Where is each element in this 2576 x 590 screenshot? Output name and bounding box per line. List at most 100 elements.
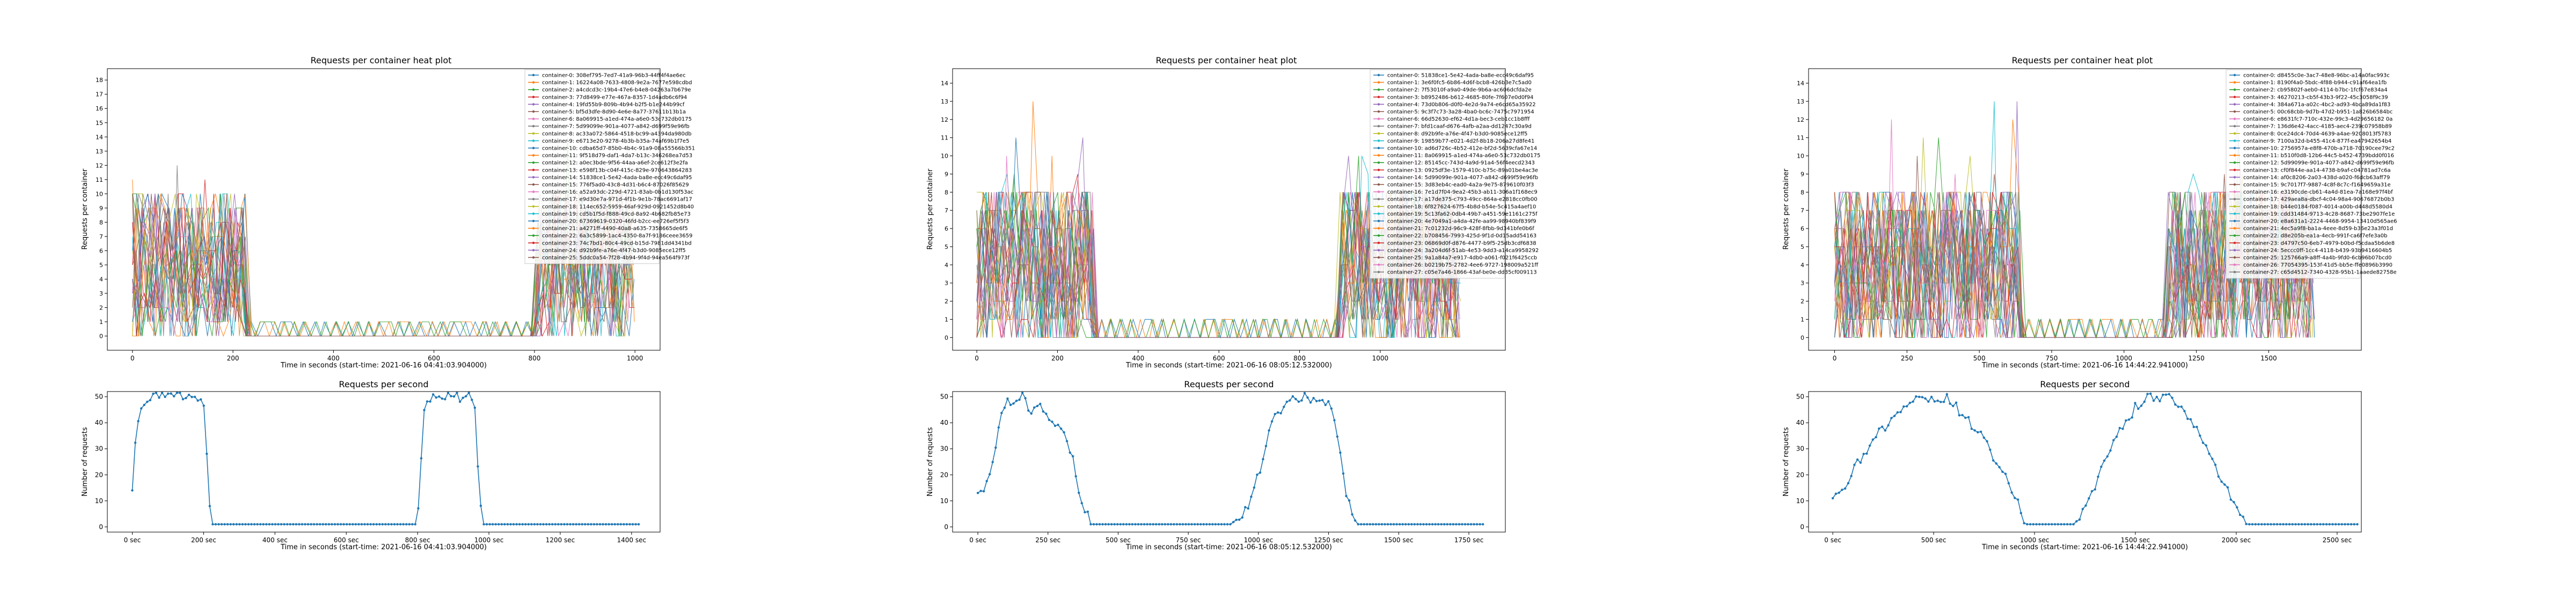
- requests-point: [1051, 421, 1053, 423]
- requests-point: [2084, 504, 2087, 507]
- requests-point: [304, 523, 306, 526]
- y-tick-label: 13: [96, 148, 103, 155]
- requests-point: [2137, 407, 2140, 410]
- requests-line: [977, 392, 1483, 525]
- requests-point: [1190, 523, 1193, 526]
- requests-point: [2038, 523, 2041, 526]
- heatmap-panel-1: Requests per container heat plot 0123456…: [81, 55, 695, 370]
- requests-point: [2081, 507, 2084, 511]
- requests-point: [1306, 396, 1309, 399]
- requests-point: [431, 393, 435, 396]
- requests-point: [331, 523, 333, 526]
- requests-point: [1264, 445, 1268, 447]
- requests-point: [1042, 410, 1044, 413]
- legend-marker: [2233, 190, 2236, 193]
- x-tick-label: 500: [1973, 355, 1986, 362]
- legend-marker: [532, 190, 535, 193]
- requests-point: [137, 420, 140, 423]
- legend-marker: [532, 227, 535, 230]
- requests-point: [235, 523, 238, 526]
- requests-point: [991, 461, 994, 463]
- requests-point: [619, 523, 622, 526]
- requests-point: [2260, 523, 2263, 526]
- legend-marker: [2233, 154, 2236, 157]
- requests-point: [2242, 515, 2244, 518]
- requests-point: [1018, 399, 1021, 401]
- legend-label: container-16: a52a93dc-229d-4721-83ab-0b…: [542, 189, 693, 195]
- requests-point: [1217, 523, 1220, 526]
- legend-marker: [2233, 176, 2236, 179]
- requests-point: [2134, 402, 2136, 404]
- requests-point: [1899, 411, 1902, 414]
- chart-title: Requests per second: [339, 379, 428, 389]
- requests-point: [2337, 523, 2340, 526]
- requests-point: [1247, 507, 1249, 510]
- legend-marker: [2233, 227, 2236, 230]
- y-tick-label: 3: [945, 280, 948, 287]
- legend-label: container-5: 00c68cbb-9d7b-47d2-b951-1a8…: [2243, 109, 2392, 115]
- requests-point: [1053, 424, 1057, 427]
- legend-label: container-8: 0ce24dc4-70d4-4639-a4ae-920…: [2243, 131, 2391, 137]
- requests-point: [1413, 523, 1416, 526]
- legend-marker: [2233, 73, 2236, 77]
- legend-label: container-15: 776f5ad0-43c8-4d31-b6c4-87…: [542, 182, 689, 188]
- requests-point: [1930, 395, 1933, 399]
- requests-point: [2291, 523, 2294, 526]
- requests-point: [1220, 523, 1223, 526]
- requests-point: [1838, 491, 1840, 494]
- legend-marker: [1377, 117, 1380, 120]
- requests-point: [1110, 523, 1113, 526]
- requests-point: [590, 523, 592, 526]
- y-tick-label: 9: [945, 171, 948, 178]
- requests-point: [2331, 523, 2334, 526]
- requests-point: [1443, 523, 1446, 526]
- requests-point: [2270, 523, 2272, 526]
- x-tick-label: 200: [227, 355, 239, 362]
- requests-point: [238, 523, 241, 526]
- requests-point: [149, 399, 151, 402]
- requests-point: [1244, 506, 1247, 508]
- legend-marker: [2233, 234, 2236, 237]
- requests-point: [2201, 441, 2205, 444]
- requests-point: [985, 480, 988, 483]
- requests-point: [1977, 431, 1979, 434]
- legend-marker: [1377, 249, 1380, 252]
- y-tick-label: 7: [1801, 207, 1804, 214]
- requests-point: [2072, 523, 2075, 526]
- requests-point: [979, 490, 982, 492]
- y-tick-label: 40: [95, 419, 103, 426]
- requests-point: [2019, 512, 2022, 514]
- requests-point: [506, 523, 509, 526]
- requests-point: [1235, 519, 1238, 521]
- requests-point: [1452, 523, 1454, 526]
- requests-point: [1208, 523, 1211, 526]
- requests-point: [1303, 392, 1306, 395]
- requests-point: [1989, 448, 1992, 451]
- legend-label: container-20: 67369619-0320-46fd-b2cc-ee…: [542, 219, 689, 225]
- legend-marker: [2233, 161, 2236, 164]
- requests-point: [982, 490, 985, 493]
- y-tick-label: 30: [940, 445, 948, 453]
- requests-point: [155, 392, 158, 394]
- requests-point: [447, 392, 450, 394]
- requests-point: [1333, 419, 1336, 422]
- requests-point: [1979, 430, 1982, 433]
- legend-label: container-20: 4e7049a1-a4da-42fe-aa99-98…: [1387, 219, 1536, 225]
- requests-point: [306, 523, 310, 526]
- requests-point: [2112, 439, 2115, 441]
- requests-point: [1368, 523, 1371, 526]
- requests-point: [1853, 463, 1856, 466]
- requests-point: [2146, 393, 2149, 395]
- legend-marker: [2233, 249, 2236, 252]
- legend-label: container-22: b708456-7993-425d-9f1d-0d1…: [1387, 233, 1536, 239]
- requests-point: [1924, 397, 1927, 400]
- x-tick-label: 800: [1293, 355, 1306, 362]
- legend-label: container-13: 0925df3e-1579-410c-b75c-89…: [1387, 167, 1538, 173]
- requests-point: [2300, 523, 2303, 526]
- legend-marker: [1377, 256, 1380, 259]
- requests-point: [277, 523, 280, 526]
- requests-point: [2312, 523, 2316, 526]
- legend-label: container-15: 3d83eb4c-ead0-4a2a-9e75-87…: [1387, 182, 1534, 188]
